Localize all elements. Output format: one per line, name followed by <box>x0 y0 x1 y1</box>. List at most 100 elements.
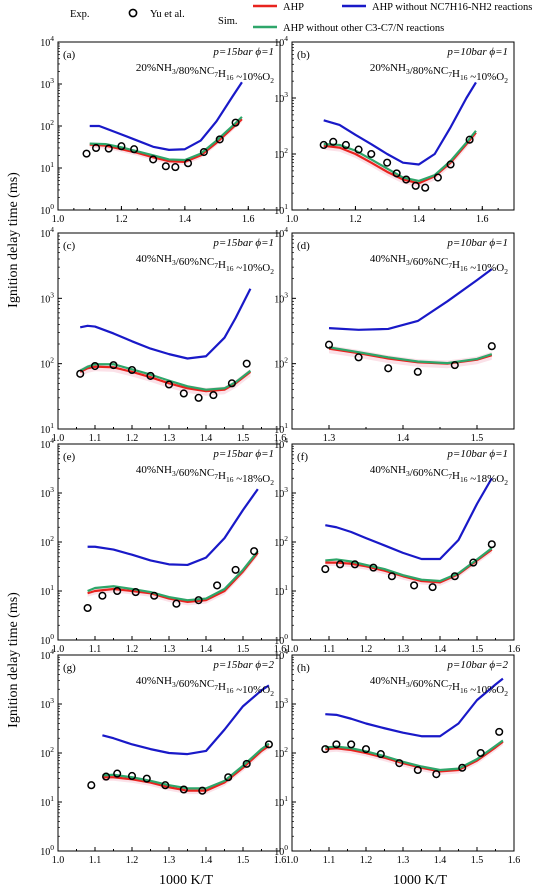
exp-point <box>321 745 330 754</box>
x-tick-label: 1.6 <box>476 214 489 225</box>
panel-condition-1: p=10bar ϕ=2 <box>446 659 508 671</box>
exp-point <box>354 353 363 362</box>
exp-point <box>354 145 363 154</box>
exp-point <box>149 155 158 164</box>
x-tick-label: 1.4 <box>413 214 426 225</box>
y-tick-label: 101 <box>274 202 288 217</box>
exp-point <box>384 364 393 373</box>
y-tick-label: 102 <box>40 356 54 371</box>
x-tick-label: 1.0 <box>286 214 299 225</box>
exp-point <box>376 750 385 759</box>
exp-point <box>432 770 441 779</box>
x-tick-label: 1.2 <box>349 214 362 225</box>
x-tick-label: 1.1 <box>89 855 102 866</box>
x-tick-label: 1.0 <box>286 644 299 655</box>
y-tick-label: 101 <box>40 794 54 809</box>
series-line-ahp <box>89 118 243 163</box>
exp-point <box>336 560 345 569</box>
x-tick-label: 1.0 <box>52 433 65 444</box>
exp-point <box>87 781 96 790</box>
exp-point <box>458 763 467 772</box>
panel-condition-2: 20%NH3/80%NC7H16 ~10%O2 <box>370 62 508 85</box>
series-line-no-cn <box>325 739 504 772</box>
panels: 1.0 1.2 1.4 1.6 100 101 102 103 104 (a) p=15bar ϕ=… <box>40 34 520 866</box>
y-tick-label: 101 <box>40 583 54 598</box>
exp-point <box>113 769 122 778</box>
exp-point <box>164 380 174 389</box>
y-tick-label: 103 <box>40 76 54 91</box>
exp-point <box>231 565 240 574</box>
series-line-no-cn <box>87 550 259 602</box>
y-tick-label: 102 <box>274 356 288 371</box>
y-tick-label: 103 <box>40 485 54 500</box>
exp-point <box>264 740 273 749</box>
exp-point <box>215 135 224 144</box>
exp-point <box>383 158 392 167</box>
x-axis-label-right: 1000 K/T <box>393 873 448 888</box>
exp-point <box>127 365 137 375</box>
y-tick-label: 100 <box>40 843 54 858</box>
legend-nocn-label: AHP without other C3-C7/N reactions <box>283 23 444 34</box>
panel-tag: (f) <box>297 451 308 463</box>
exp-point <box>179 785 188 794</box>
exp-point <box>92 143 101 153</box>
x-tick-label: 1.5 <box>237 644 250 655</box>
y-tick-label: 104 <box>40 34 54 49</box>
ahp-uncertainty-band <box>325 739 503 775</box>
exp-point <box>392 169 401 178</box>
panel-condition-2: 40%NH3/60%NC7H16 ~18%O2 <box>136 464 274 487</box>
panel-condition-2: 40%NH3/60%NC7H16 ~10%O2 <box>136 253 274 276</box>
series-line-no-nh2 <box>79 288 252 360</box>
panel-condition-2: 20%NH3/80%NC7H16 ~10%O2 <box>136 62 274 85</box>
legend-exp-series: Yu et al. <box>150 9 185 20</box>
panel-condition-1: p=10bar ϕ=1 <box>446 46 508 58</box>
exp-point <box>90 361 100 371</box>
series-line-no-nh2 <box>102 684 270 756</box>
x-tick-label: 1.5 <box>471 644 484 655</box>
exp-point <box>102 772 111 781</box>
exp-point <box>83 603 92 613</box>
y-tick-label: 103 <box>274 90 288 105</box>
exp-point <box>369 563 378 572</box>
x-tick-label: 1.5 <box>471 433 484 444</box>
series-line-no-cn <box>325 547 493 583</box>
panel-condition-1: p=10bar ϕ=1 <box>446 237 508 249</box>
x-tick-label: 1.5 <box>237 855 250 866</box>
x-tick-label: 1.1 <box>323 855 336 866</box>
panel-tag: (c) <box>63 240 76 252</box>
exp-point <box>98 591 107 600</box>
panel-a: 1.0 1.2 1.4 1.6 100 101 102 103 104 (a) p=15bar ϕ=… <box>40 34 281 225</box>
legend-exp-marker <box>128 8 138 18</box>
panel-condition-1: p=15bar ϕ=1 <box>212 237 274 249</box>
exp-point <box>433 173 442 182</box>
ahp-uncertainty-band <box>329 345 492 369</box>
exp-point <box>413 765 422 775</box>
y-tick-label: 103 <box>40 696 54 711</box>
panel-tag: (a) <box>63 49 76 61</box>
x-tick-label: 1.1 <box>89 644 102 655</box>
x-tick-label: 1.6 <box>508 855 521 866</box>
y-tick-label: 102 <box>274 745 288 760</box>
y-axis-label-top: Ignition delay time (ms) <box>6 172 21 308</box>
series-line-no-cn <box>328 346 493 365</box>
x-tick-label: 1.4 <box>179 214 192 225</box>
exp-point <box>179 389 188 398</box>
y-tick-label: 100 <box>274 843 288 858</box>
exp-point <box>242 759 251 768</box>
x-tick-label: 1.0 <box>52 855 65 866</box>
exp-point <box>332 740 341 749</box>
exp-point <box>227 379 236 388</box>
exp-point <box>172 599 181 608</box>
exp-point <box>198 786 207 795</box>
y-tick-label: 102 <box>40 534 54 549</box>
exp-point <box>387 572 396 581</box>
y-tick-label: 103 <box>274 696 288 711</box>
panel-condition-2: 40%NH3/60%NC7H16 ~10%O2 <box>370 253 508 276</box>
exp-point <box>171 163 180 172</box>
x-tick-label: 1.6 <box>274 433 287 444</box>
exp-point <box>131 588 140 597</box>
series-line-no-cn <box>79 363 252 391</box>
series-line-no-cn <box>89 116 243 162</box>
x-tick-label: 1.3 <box>323 433 336 444</box>
